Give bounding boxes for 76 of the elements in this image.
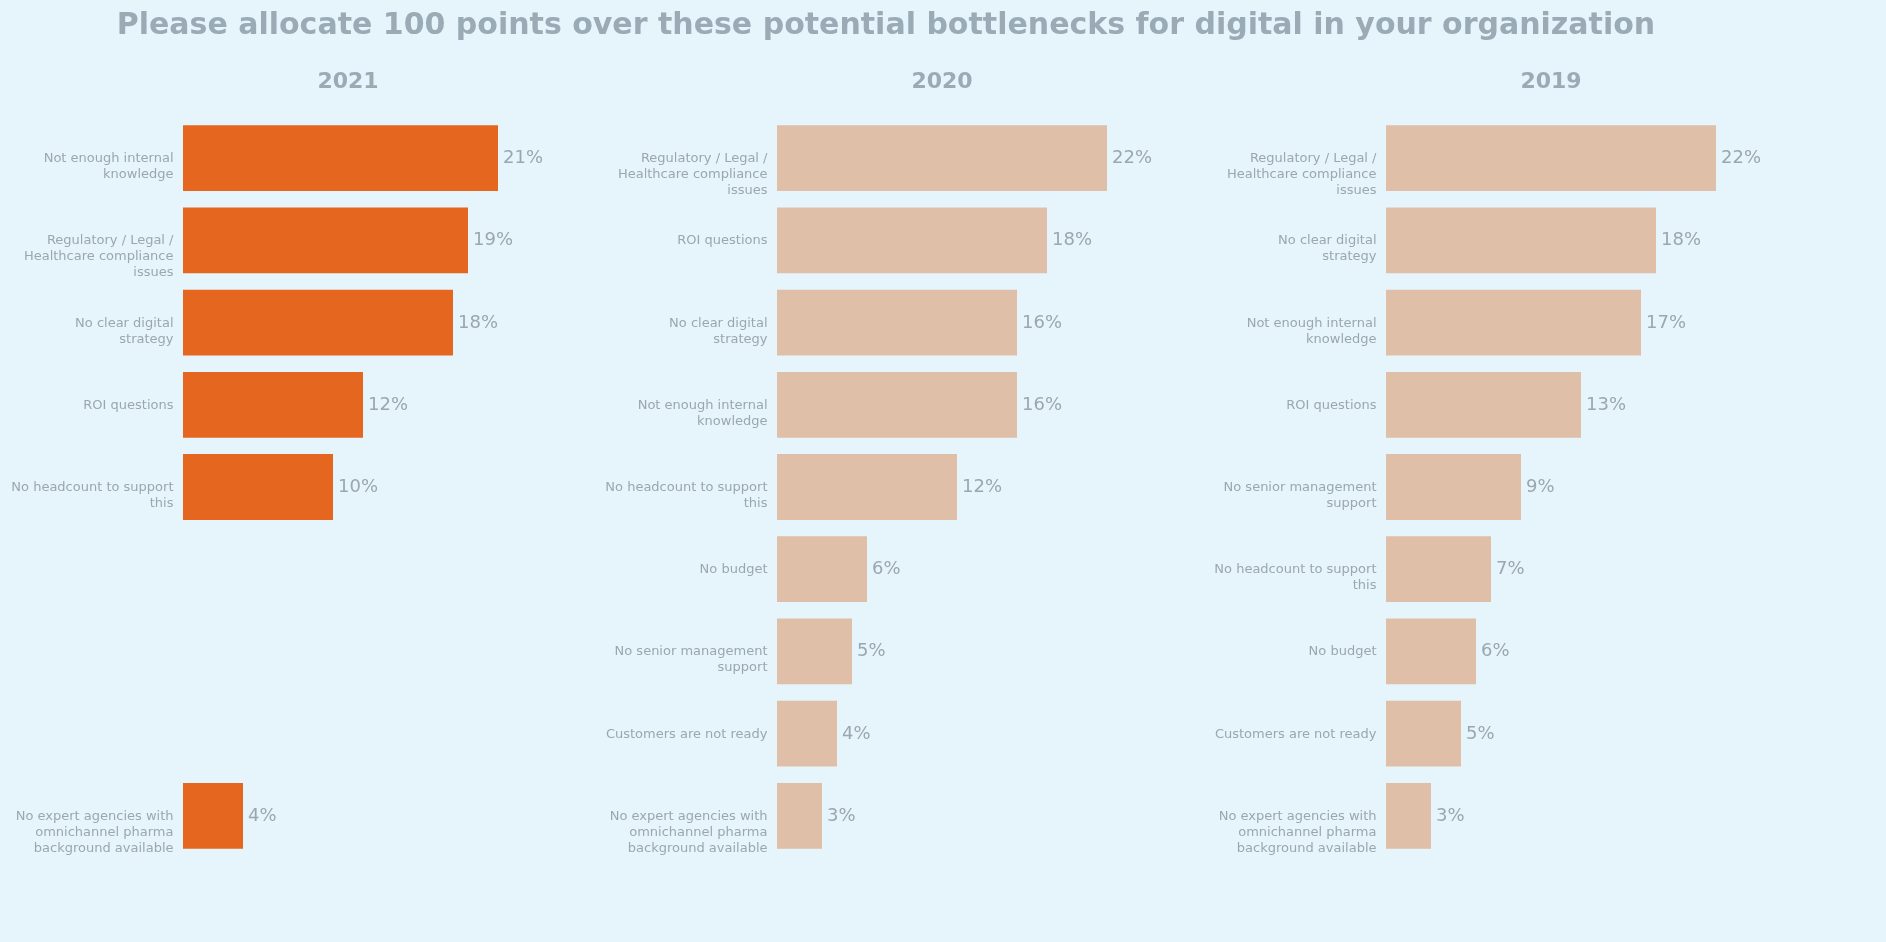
y-tick-label: Regulatory / Legal / Healthcare compliance issues xyxy=(1226,150,1378,198)
data-label: 3% xyxy=(1436,803,1465,825)
bar xyxy=(183,371,363,438)
y-tick-label: Customers are not ready xyxy=(605,725,768,741)
bar xyxy=(777,289,1017,356)
y-tick-label: Customers are not ready xyxy=(1214,725,1377,741)
chart-title: 2020 xyxy=(911,68,973,93)
data-label: 6% xyxy=(1481,639,1510,661)
y-tick-label: No senior management support xyxy=(614,643,768,675)
bar xyxy=(777,536,867,603)
data-label: 22% xyxy=(1112,146,1153,168)
bar xyxy=(183,783,243,849)
data-label: 9% xyxy=(1526,475,1555,496)
y-tick-label: No clear digital strategy xyxy=(75,314,174,346)
y-tick-label: No headcount to support this xyxy=(605,479,768,510)
data-label: 4% xyxy=(842,721,871,743)
bar xyxy=(1386,536,1491,603)
bar xyxy=(1386,371,1581,438)
y-tick-label: ROI questions xyxy=(83,396,174,412)
bar xyxy=(777,454,957,520)
y-tick-label: Not enough internal knowledge xyxy=(1246,314,1377,346)
data-label: 6% xyxy=(872,557,901,579)
data-label: 18% xyxy=(1661,228,1702,250)
bar xyxy=(1386,207,1656,274)
y-tick-label: No expert agencies with omnichannel pharma background available xyxy=(1218,807,1377,855)
y-tick-label: Not enough internal knowledge xyxy=(43,150,174,182)
y-tick-label: ROI questions xyxy=(677,232,768,248)
y-tick-label: No headcount to support this xyxy=(11,479,174,510)
chart-title: 2019 xyxy=(1520,68,1582,93)
data-label: 18% xyxy=(458,310,499,332)
data-label: 10% xyxy=(338,475,379,496)
bar xyxy=(183,454,333,520)
data-label: 22% xyxy=(1721,146,1762,168)
y-tick-label: ROI questions xyxy=(1286,396,1377,412)
y-tick-label: No expert agencies with omnichannel pharma background available xyxy=(15,807,174,855)
data-label: 5% xyxy=(857,639,886,661)
data-label: 5% xyxy=(1466,721,1495,743)
data-label: 12% xyxy=(368,392,409,414)
bar xyxy=(777,207,1047,274)
bar xyxy=(777,783,822,849)
text: Please allocate 100 points over these potential bottlenecks for digital in your organization xyxy=(116,6,1656,41)
data-label: 18% xyxy=(1052,228,1093,250)
bar xyxy=(183,207,468,274)
data-label: 16% xyxy=(1022,392,1063,414)
y-tick-label: Not enough internal knowledge xyxy=(637,396,768,428)
data-label: 4% xyxy=(248,803,277,825)
y-tick-label: No clear digital strategy xyxy=(669,314,768,346)
bar xyxy=(183,125,498,191)
y-tick-label: Regulatory / Legal / Healthcare compliance issues xyxy=(617,150,769,198)
bar xyxy=(1386,783,1431,849)
y-tick-label: No headcount to support this xyxy=(1214,561,1377,593)
data-label: 7% xyxy=(1496,557,1525,579)
data-label: 13% xyxy=(1586,392,1627,414)
data-label: 17% xyxy=(1646,310,1687,332)
data-label: 16% xyxy=(1022,310,1063,332)
y-tick-label: No senior management support xyxy=(1223,479,1377,510)
bar xyxy=(183,289,453,356)
bar xyxy=(1386,454,1521,520)
y-tick-label: No budget xyxy=(1308,643,1377,659)
bar xyxy=(777,618,852,685)
data-label: 12% xyxy=(962,475,1003,496)
bar xyxy=(1386,289,1641,356)
bar xyxy=(777,700,837,767)
data-label: 21% xyxy=(503,146,544,168)
bar xyxy=(1386,700,1461,767)
y-tick-label: No budget xyxy=(699,561,768,577)
y-tick-label: Regulatory / Legal / Healthcare compliance issues xyxy=(23,232,175,280)
data-label: 19% xyxy=(473,228,514,250)
bar xyxy=(777,125,1107,191)
chart-title: 2021 xyxy=(317,68,379,93)
bar xyxy=(1386,618,1476,685)
y-tick-label: No expert agencies with omnichannel pharma background available xyxy=(609,807,768,855)
data-label: 3% xyxy=(827,803,856,825)
bar xyxy=(1386,125,1716,191)
y-tick-label: No clear digital strategy xyxy=(1278,232,1377,264)
bar xyxy=(777,371,1017,438)
